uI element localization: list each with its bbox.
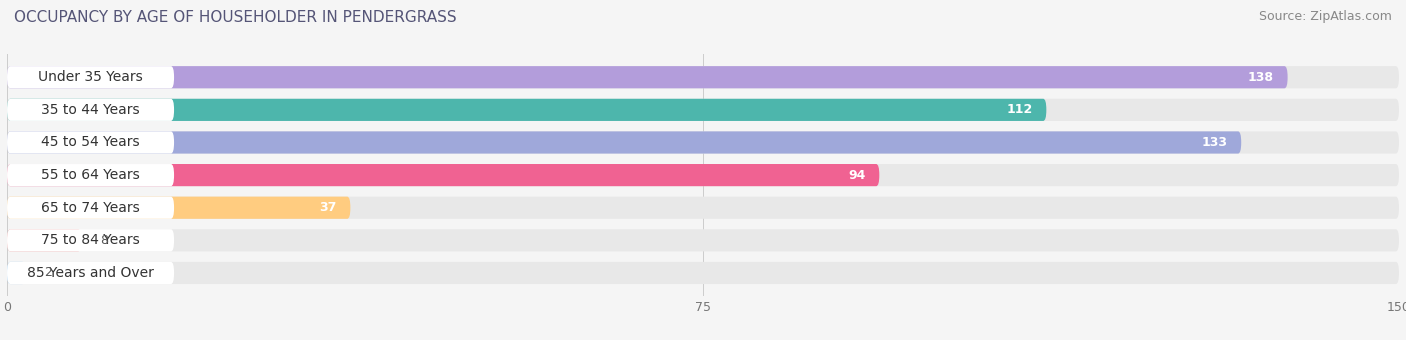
FancyBboxPatch shape (7, 66, 1288, 88)
Text: 133: 133 (1201, 136, 1227, 149)
Text: 138: 138 (1247, 71, 1274, 84)
FancyBboxPatch shape (7, 197, 350, 219)
Text: OCCUPANCY BY AGE OF HOUSEHOLDER IN PENDERGRASS: OCCUPANCY BY AGE OF HOUSEHOLDER IN PENDE… (14, 10, 457, 25)
Text: 8: 8 (100, 234, 108, 247)
Text: 112: 112 (1007, 103, 1032, 116)
Text: 2: 2 (44, 267, 52, 279)
FancyBboxPatch shape (7, 131, 1241, 154)
Text: Source: ZipAtlas.com: Source: ZipAtlas.com (1258, 10, 1392, 23)
Text: 55 to 64 Years: 55 to 64 Years (41, 168, 141, 182)
Text: 35 to 44 Years: 35 to 44 Years (41, 103, 139, 117)
FancyBboxPatch shape (7, 164, 1399, 186)
FancyBboxPatch shape (7, 99, 1399, 121)
FancyBboxPatch shape (7, 262, 174, 284)
FancyBboxPatch shape (7, 262, 1399, 284)
Text: 75 to 84 Years: 75 to 84 Years (41, 233, 141, 247)
FancyBboxPatch shape (7, 131, 1399, 154)
Text: 65 to 74 Years: 65 to 74 Years (41, 201, 141, 215)
FancyBboxPatch shape (7, 99, 174, 121)
Text: 94: 94 (848, 169, 866, 182)
FancyBboxPatch shape (7, 229, 82, 252)
FancyBboxPatch shape (7, 99, 1046, 121)
FancyBboxPatch shape (7, 66, 1399, 88)
FancyBboxPatch shape (7, 164, 174, 186)
FancyBboxPatch shape (7, 229, 174, 252)
FancyBboxPatch shape (7, 197, 1399, 219)
FancyBboxPatch shape (7, 229, 1399, 252)
FancyBboxPatch shape (7, 66, 174, 88)
FancyBboxPatch shape (7, 262, 25, 284)
Text: Under 35 Years: Under 35 Years (38, 70, 143, 84)
Text: 45 to 54 Years: 45 to 54 Years (41, 135, 139, 150)
Text: 85 Years and Over: 85 Years and Over (27, 266, 155, 280)
FancyBboxPatch shape (7, 164, 879, 186)
FancyBboxPatch shape (7, 197, 174, 219)
FancyBboxPatch shape (7, 131, 174, 154)
Text: 37: 37 (319, 201, 336, 214)
